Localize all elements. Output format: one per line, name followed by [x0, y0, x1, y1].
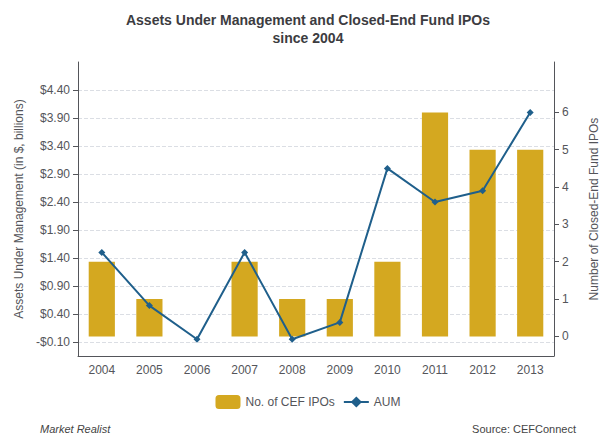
svg-text:Number of Closed-End Fund IPOs: Number of Closed-End Fund IPOs	[587, 118, 601, 301]
svg-text:3: 3	[562, 217, 569, 231]
svg-text:Assets Under Management and Cl: Assets Under Management and Closed-End F…	[126, 12, 490, 28]
svg-text:$3.90: $3.90	[40, 111, 70, 125]
svg-text:No. of CEF IPOs: No. of CEF IPOs	[245, 395, 334, 409]
svg-text:2007: 2007	[231, 363, 258, 377]
svg-text:2004: 2004	[88, 363, 115, 377]
svg-text:4: 4	[562, 180, 569, 194]
svg-text:$1.40: $1.40	[40, 251, 70, 265]
svg-text:2012: 2012	[469, 363, 496, 377]
svg-text:1: 1	[562, 292, 569, 306]
svg-text:AUM: AUM	[374, 395, 401, 409]
svg-text:6: 6	[562, 105, 569, 119]
svg-text:2006: 2006	[184, 363, 211, 377]
svg-text:0: 0	[562, 329, 569, 343]
svg-text:2013: 2013	[517, 363, 544, 377]
svg-text:2010: 2010	[374, 363, 401, 377]
svg-text:2005: 2005	[136, 363, 163, 377]
svg-text:Market Realist: Market Realist	[40, 423, 111, 435]
svg-text:Assets Under Management (in $,: Assets Under Management (in $, billions)	[12, 99, 26, 318]
svg-text:Source: CEFConnect: Source: CEFConnect	[472, 423, 576, 435]
svg-text:$3.40: $3.40	[40, 139, 70, 153]
svg-text:2009: 2009	[326, 363, 353, 377]
svg-text:2: 2	[562, 255, 569, 269]
svg-text:-$0.10: -$0.10	[36, 335, 70, 349]
svg-text:$2.90: $2.90	[40, 167, 70, 181]
svg-text:2011: 2011	[422, 363, 448, 377]
svg-text:$2.40: $2.40	[40, 195, 70, 209]
svg-text:$0.40: $0.40	[40, 307, 70, 321]
svg-text:$0.90: $0.90	[40, 279, 70, 293]
svg-text:2008: 2008	[279, 363, 306, 377]
svg-text:$4.40: $4.40	[40, 83, 70, 97]
svg-text:since 2004: since 2004	[273, 30, 344, 46]
svg-text:5: 5	[562, 143, 569, 157]
svg-text:$1.90: $1.90	[40, 223, 70, 237]
